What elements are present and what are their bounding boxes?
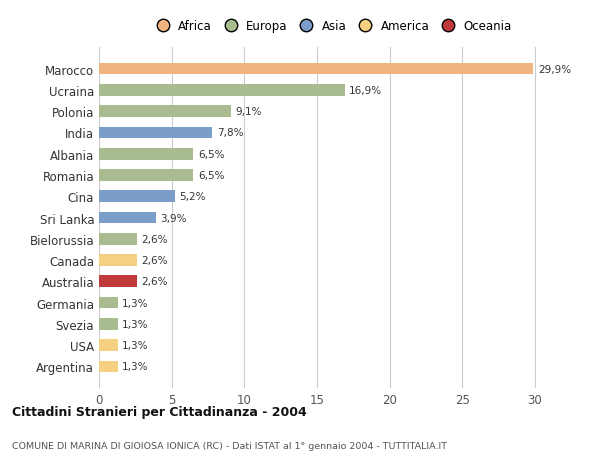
- Text: 2,6%: 2,6%: [141, 234, 167, 244]
- Text: 1,3%: 1,3%: [122, 298, 149, 308]
- Text: 1,3%: 1,3%: [122, 362, 149, 372]
- Bar: [99, 212, 155, 224]
- Text: 5,2%: 5,2%: [179, 192, 205, 202]
- Bar: [99, 255, 137, 266]
- Bar: [99, 340, 118, 351]
- Text: 29,9%: 29,9%: [538, 64, 571, 74]
- Bar: [99, 64, 533, 75]
- Bar: [99, 191, 175, 202]
- Text: 1,3%: 1,3%: [122, 319, 149, 329]
- Bar: [99, 170, 193, 181]
- Text: 9,1%: 9,1%: [236, 107, 262, 117]
- Text: 2,6%: 2,6%: [141, 277, 167, 287]
- Text: 6,5%: 6,5%: [198, 149, 224, 159]
- Bar: [99, 234, 137, 245]
- Text: COMUNE DI MARINA DI GIOIOSA IONICA (RC) - Dati ISTAT al 1° gennaio 2004 - TUTTIT: COMUNE DI MARINA DI GIOIOSA IONICA (RC) …: [12, 441, 447, 450]
- Text: 16,9%: 16,9%: [349, 86, 382, 95]
- Bar: [99, 318, 118, 330]
- Text: 7,8%: 7,8%: [217, 128, 243, 138]
- Bar: [99, 149, 193, 160]
- Text: 6,5%: 6,5%: [198, 171, 224, 180]
- Bar: [99, 85, 344, 96]
- Text: 2,6%: 2,6%: [141, 256, 167, 265]
- Text: 1,3%: 1,3%: [122, 341, 149, 350]
- Bar: [99, 297, 118, 309]
- Text: 3,9%: 3,9%: [160, 213, 187, 223]
- Bar: [99, 106, 231, 118]
- Text: Cittadini Stranieri per Cittadinanza - 2004: Cittadini Stranieri per Cittadinanza - 2…: [12, 405, 307, 418]
- Legend: Africa, Europa, Asia, America, Oceania: Africa, Europa, Asia, America, Oceania: [146, 15, 517, 38]
- Bar: [99, 276, 137, 287]
- Bar: [99, 127, 212, 139]
- Bar: [99, 361, 118, 372]
